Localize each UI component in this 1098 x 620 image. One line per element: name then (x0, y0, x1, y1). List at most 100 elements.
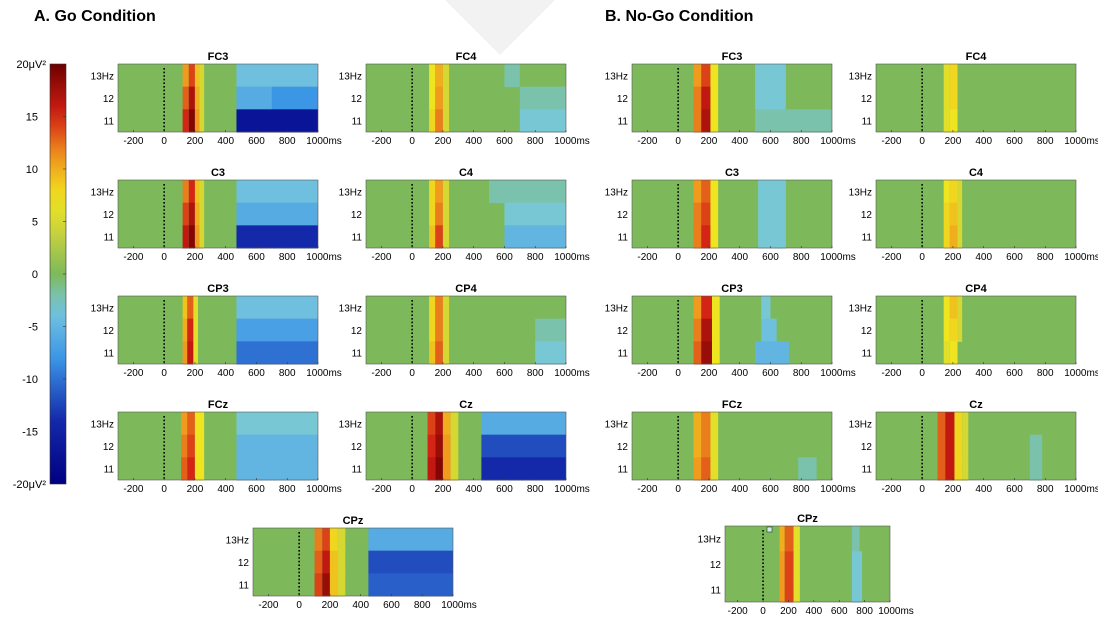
heatmap-panel-fcz: FCz 13Hz 12 11 -200 0 200 400 600 800 1000ms (605, 399, 856, 495)
x-tick-label: 1000ms (1064, 368, 1098, 379)
x-tick-label: 200 (780, 606, 797, 615)
x-tick-label: 400 (975, 136, 992, 147)
heatmap-panel-cpz: CPz 13Hz 12 11 -200 0 200 400 600 800 1000ms (698, 513, 914, 615)
y-tick-label: 13Hz (849, 419, 872, 430)
heatmap-cell (504, 64, 520, 88)
heatmap-cell (755, 86, 786, 110)
y-tick-label: 13Hz (698, 535, 721, 546)
heatmap-cell (236, 180, 318, 204)
heatmap-cell (693, 86, 702, 110)
x-tick-label: 800 (793, 484, 810, 495)
heatmap-cell (442, 225, 450, 249)
heatmap-cell (182, 341, 188, 365)
heatmap-frame (631, 295, 833, 365)
heatmap-cell (442, 64, 450, 88)
y-tick-label: 12 (103, 442, 115, 453)
y-tick-label: 12 (351, 210, 363, 221)
colorbar-tick-label: -15 (22, 427, 38, 439)
x-tick-label: 800 (279, 368, 296, 379)
heatmap-cell (481, 434, 566, 458)
heatmap-frame (252, 527, 454, 597)
x-tick-label: 1000ms (306, 252, 342, 263)
heatmap-cell (337, 528, 346, 552)
heatmap-cell (784, 576, 794, 603)
colorbar-tick-label: 0 (32, 269, 38, 281)
x-tick-label: 400 (731, 484, 748, 495)
y-tick-label: 13Hz (339, 71, 362, 82)
x-tick-label: 1000ms (820, 368, 856, 379)
heatmap-cell (182, 202, 189, 226)
heatmap-cell (755, 109, 832, 133)
heatmap-background (876, 412, 1076, 480)
y-tick-label: 11 (352, 349, 363, 360)
heatmap-cell (758, 202, 786, 226)
heatmap-cell (442, 202, 450, 226)
heatmap-background (366, 296, 566, 364)
x-tick-label: 800 (527, 136, 544, 147)
heatmap-cell (943, 318, 950, 342)
panel-title: FC4 (456, 51, 478, 63)
x-tick-label: 600 (762, 252, 779, 263)
heatmap-panel-fc3: FC3 13Hz 12 11 -200 0 200 400 600 800 1000ms (91, 51, 342, 147)
heatmap-cell (943, 64, 950, 88)
x-tick-label: 200 (322, 600, 339, 611)
heatmap-cell (937, 434, 946, 458)
heatmap-cell (693, 434, 702, 458)
heatmap-cell (779, 526, 785, 552)
heatmap-cell (435, 434, 443, 458)
x-tick-label: 400 (217, 484, 234, 495)
heatmap-cell (193, 296, 198, 320)
heatmap-background (876, 296, 1076, 364)
y-tick-label: 12 (617, 326, 629, 337)
x-tick-label: 200 (701, 136, 718, 147)
heatmap-cell (784, 526, 794, 552)
y-tick-label: 13Hz (605, 71, 628, 82)
heatmap-frame (631, 179, 833, 249)
y-tick-label: 12 (861, 326, 873, 337)
x-tick-label: -200 (637, 252, 657, 263)
heatmap-panel-fc4: FC4 13Hz 12 11 -200 0 200 400 600 800 1000ms (849, 51, 1098, 147)
heatmap-cell (710, 202, 719, 226)
x-tick-label: 800 (527, 368, 544, 379)
heatmap-cell (429, 64, 436, 88)
y-tick-label: 11 (239, 581, 250, 592)
x-tick-label: 200 (187, 368, 204, 379)
x-tick-label: 600 (496, 368, 513, 379)
heatmap-cell (194, 180, 200, 204)
heatmap-cell (701, 64, 711, 88)
heatmap-cell (181, 457, 188, 481)
y-tick-label: 11 (618, 233, 629, 244)
x-tick-label: 200 (187, 484, 204, 495)
heatmap-cell (779, 551, 785, 578)
x-tick-label: 1000ms (820, 252, 856, 263)
y-tick-label: 11 (352, 233, 363, 244)
x-tick-label: 800 (1037, 136, 1054, 147)
heatmap-cell (429, 202, 436, 226)
heatmap-cell (429, 86, 436, 110)
heatmap-frame (875, 295, 1077, 365)
heatmap-cell (187, 434, 195, 458)
heatmap-cell (435, 109, 443, 133)
x-tick-label: 800 (279, 136, 296, 147)
heatmap-cell (949, 86, 958, 110)
heatmap-cell (693, 64, 702, 88)
heatmap-cell (949, 225, 958, 249)
heatmap-cell (957, 202, 963, 226)
heatmap-frame (117, 63, 319, 133)
panel-title: CPz (343, 515, 364, 527)
heatmap-cell (945, 412, 955, 436)
y-tick-label: 12 (103, 94, 115, 105)
heatmap-cell (712, 341, 720, 365)
x-tick-label: 800 (793, 136, 810, 147)
heatmap-cell (442, 457, 451, 481)
x-tick-label: 1000ms (441, 600, 477, 611)
x-tick-label: 0 (760, 606, 766, 615)
heatmap-cell (761, 318, 777, 342)
heatmap-cell (701, 318, 712, 342)
heatmap-cell (442, 434, 451, 458)
heatmap-cell (701, 109, 711, 133)
heatmap-background (632, 296, 832, 364)
heatmap-cell (943, 202, 950, 226)
heatmap-cell (489, 180, 566, 204)
heatmap-cell (182, 225, 189, 249)
